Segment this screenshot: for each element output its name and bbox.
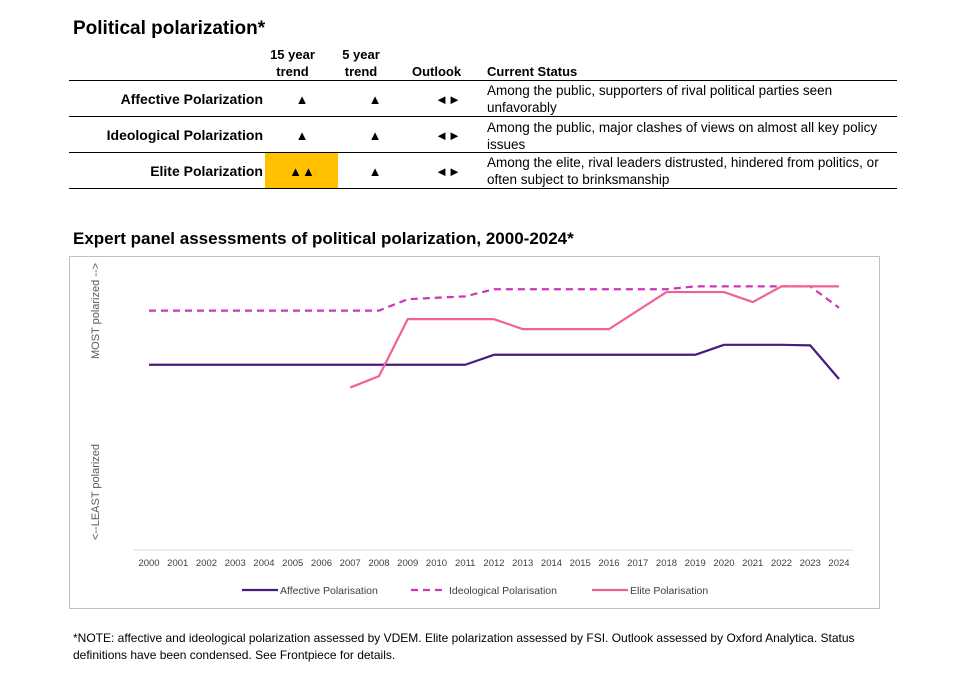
series-line-affective-polarisation xyxy=(149,343,840,380)
legend-label: Elite Polarisation xyxy=(630,585,708,597)
trend-5-up-icon: ▲ xyxy=(368,92,382,107)
x-tick-label: 2017 xyxy=(627,558,648,569)
trend-15-up-icon: ▲ xyxy=(295,92,309,107)
table-rule xyxy=(69,188,897,189)
series-line-elite-polarisation xyxy=(349,285,839,389)
y-axis-label-bottom: <--LEAST polarized xyxy=(90,444,102,540)
outlook-stable-icon: ◄► xyxy=(435,92,461,107)
x-tick-label: 2006 xyxy=(311,558,332,569)
y-axis-label-top: MOST polarized --> xyxy=(90,263,102,359)
status-elite: Among the elite, rival leaders distruste… xyxy=(487,155,879,187)
outlook-stable-icon: ◄► xyxy=(435,164,461,179)
x-tick-label: 2012 xyxy=(483,558,504,569)
legend-label: Ideological Polarisation xyxy=(449,585,557,597)
x-tick-label: 2015 xyxy=(570,558,591,569)
footnote: *NOTE: affective and ideological polariz… xyxy=(73,631,855,662)
header-15-year-trend: 15 year trend xyxy=(270,47,315,79)
x-tick-label: 2007 xyxy=(340,558,361,569)
x-tick-label: 2009 xyxy=(397,558,418,569)
x-tick-label: 2005 xyxy=(282,558,303,569)
x-tick-label: 2004 xyxy=(253,558,274,569)
status-affective: Among the public, supporters of rival po… xyxy=(487,83,833,115)
x-tick-label: 2011 xyxy=(455,558,475,569)
line-chart: 2000 2001 2002 2003 2004 2005 2006 2007 2008 2009… xyxy=(90,263,853,597)
x-tick-label: 2018 xyxy=(656,558,677,569)
elite-15-year-highlight xyxy=(265,153,338,188)
header-current-status: Current Status xyxy=(487,64,578,79)
row-label-elite: Elite Polarization xyxy=(150,163,263,179)
legend-label: Affective Polarisation xyxy=(280,585,378,597)
x-tick-label: 2020 xyxy=(713,558,734,569)
x-tick-label: 2008 xyxy=(368,558,389,569)
x-tick-label: 2023 xyxy=(800,558,821,569)
header-outlook: Outlook xyxy=(412,64,462,79)
x-tick-label: 2003 xyxy=(225,558,246,569)
trend-5-up-icon: ▲ xyxy=(368,164,382,179)
table-rule xyxy=(69,116,897,117)
x-tick-label: 2022 xyxy=(771,558,792,569)
row-label-ideological: Ideological Polarization xyxy=(106,127,263,143)
row-label-affective: Affective Polarization xyxy=(120,91,263,107)
status-ideological: Among the public, major clashes of views… xyxy=(487,120,878,152)
header-5-year-trend: 5 year trend xyxy=(342,47,380,79)
trend-15-up-icon: ▲ xyxy=(295,128,309,143)
x-tick-label: 2024 xyxy=(828,558,849,569)
trend-15-double-up-icon: ▲▲ xyxy=(289,164,315,179)
chart-title: Expert panel assessments of political po… xyxy=(73,229,574,248)
trend-5-up-icon: ▲ xyxy=(368,128,382,143)
x-tick-label: 2013 xyxy=(512,558,533,569)
x-tick-label: 2019 xyxy=(685,558,706,569)
x-tick-label: 2016 xyxy=(598,558,619,569)
outlook-stable-icon: ◄► xyxy=(435,128,461,143)
x-tick-label: 2010 xyxy=(426,558,447,569)
x-tick-label: 2021 xyxy=(742,558,763,569)
series-line-ideological-polarisation xyxy=(149,285,840,312)
table-rule xyxy=(69,80,897,81)
x-tick-label: 2014 xyxy=(541,558,562,569)
x-tick-label: 2000 xyxy=(138,558,159,569)
table-title: Political polarization* xyxy=(73,18,266,39)
x-tick-label: 2001 xyxy=(167,558,188,569)
x-tick-label: 2002 xyxy=(196,558,217,569)
chart-frame: 2000 2001 2002 2003 2004 2005 2006 2007 2008 2009… xyxy=(69,256,880,609)
table-rule xyxy=(69,152,897,153)
